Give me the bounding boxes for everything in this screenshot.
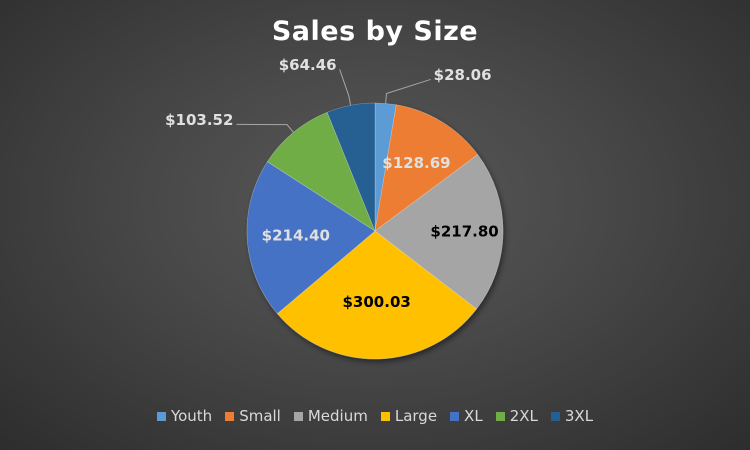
legend-swatch-2xl (495, 411, 505, 421)
leader-line-2xl (236, 123, 294, 133)
legend-swatch-3xl (550, 411, 560, 421)
data-label-medium: $217.80 (430, 222, 498, 240)
leader-lines (236, 69, 431, 133)
legend-item-youth: Youth (156, 407, 213, 425)
legend-swatch-youth (156, 411, 166, 421)
legend-swatch-xl (450, 411, 460, 421)
data-label-large: $300.03 (343, 293, 411, 311)
data-label-xl: $214.40 (262, 227, 330, 245)
legend-label-large: Large (394, 407, 438, 425)
pie-slice-2xl (266, 111, 376, 232)
legend-label-medium: Medium (307, 407, 368, 425)
leader-line-youth (385, 78, 431, 104)
data-label-youth: $28.06 (434, 66, 492, 84)
legend-swatch-medium (293, 411, 303, 421)
legend-item-large: Large (380, 407, 438, 425)
leader-line-3xl (339, 69, 352, 106)
legend-swatch-large (380, 411, 390, 421)
pie-slice-small (374, 104, 479, 232)
legend-swatch-small (225, 411, 235, 421)
data-label-small: $128.69 (382, 154, 450, 172)
data-label-2xl: $103.52 (165, 111, 233, 129)
legend-label-2xl: 2XL (509, 407, 538, 425)
legend-label-small: Small (239, 407, 281, 425)
chart-legend: Youth Small Medium Large XL 2XL 3XL (0, 407, 750, 425)
legend-item-small: Small (225, 407, 281, 425)
pie-slice-medium (374, 154, 504, 310)
pie-slices (246, 102, 504, 360)
legend-label-3xl: 3XL (564, 407, 594, 425)
legend-item-3xl: 3XL (550, 407, 594, 425)
data-labels: $28.06 $128.69 $217.80 $300.03 $214.40 $103.5… (165, 56, 499, 311)
pie-slice-large (276, 230, 477, 360)
chart-title: Sales by Size (271, 16, 479, 47)
legend-item-2xl: 2XL (495, 407, 538, 425)
legend-label-xl: XL (464, 407, 483, 425)
legend-item-xl: XL (450, 407, 483, 425)
legend-item-medium: Medium (293, 407, 368, 425)
legend-label-youth: Youth (170, 407, 213, 425)
data-label-3xl: $64.46 (279, 56, 337, 74)
pie-slice-xl (246, 161, 376, 315)
